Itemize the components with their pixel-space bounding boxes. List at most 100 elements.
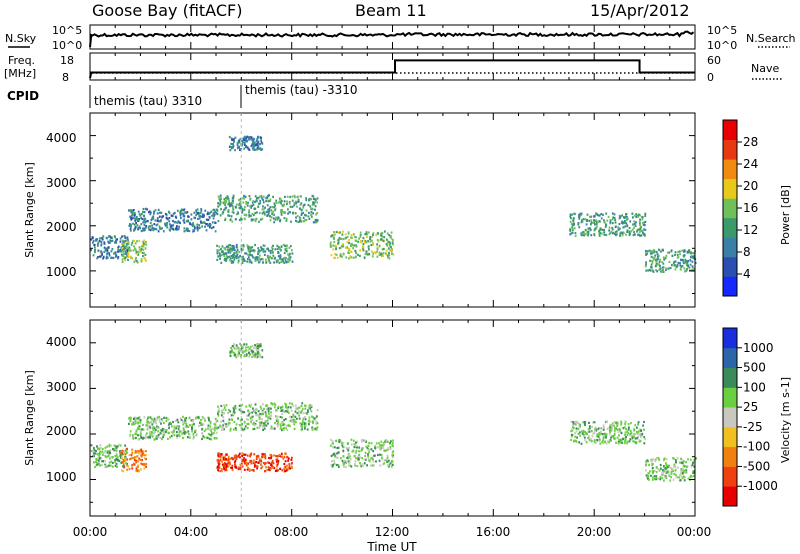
power-echo-cell bbox=[595, 226, 598, 229]
power-echo-cell bbox=[239, 254, 241, 257]
power-echo-cell bbox=[262, 258, 264, 261]
velocity-echo-cell bbox=[310, 410, 313, 413]
velocity-echo-cell bbox=[111, 461, 114, 464]
power-echo-cell bbox=[213, 209, 216, 212]
power-echo-cell bbox=[661, 261, 663, 264]
velocity-echo-cell bbox=[209, 433, 212, 437]
velocity-echo-cell bbox=[194, 430, 196, 434]
power-echo-cell bbox=[226, 256, 229, 259]
power-echo-cell bbox=[126, 248, 129, 251]
velocity-echo-cell bbox=[624, 423, 626, 426]
power-echo-cell bbox=[597, 214, 600, 217]
power-echo-cell bbox=[608, 233, 611, 236]
power-echo-cell bbox=[608, 229, 611, 232]
velocity-echo-cell bbox=[271, 461, 273, 464]
velocity-echo-cell bbox=[258, 414, 261, 417]
velocity-echo-cell bbox=[301, 425, 303, 428]
power-echo-cell bbox=[662, 270, 665, 273]
power-echo-cell bbox=[206, 223, 209, 226]
velocity-echo-cell bbox=[605, 420, 608, 423]
power-echo-cell bbox=[614, 219, 617, 222]
power-echo-cell bbox=[577, 223, 580, 226]
velocity-echo-cell bbox=[258, 426, 261, 429]
power-echo-cell bbox=[216, 252, 219, 255]
velocity-echo-cell bbox=[570, 420, 573, 423]
velocity-echo-cell bbox=[250, 468, 253, 472]
velocity-echo-cell bbox=[618, 427, 621, 431]
velocity-echo-cell bbox=[389, 462, 392, 465]
velocity-echo-cell bbox=[599, 427, 602, 430]
velocity-echo-cell bbox=[622, 427, 625, 430]
velocity-echo-cell bbox=[252, 350, 255, 353]
velocity-echo-cell bbox=[158, 415, 161, 418]
power-echo-cell bbox=[133, 223, 136, 226]
velocity-echo-cell bbox=[172, 420, 174, 424]
power-echo-cell bbox=[254, 148, 256, 151]
velocity-echo-cell bbox=[163, 430, 166, 433]
power-echo-cell bbox=[196, 208, 199, 211]
power-echo-cell bbox=[299, 203, 302, 206]
velocity-echo-cell bbox=[99, 464, 101, 467]
power-echo-cell bbox=[625, 222, 628, 225]
velocity-echo-cell bbox=[651, 459, 653, 462]
velocity-echo-cell bbox=[574, 435, 577, 438]
velocity-echo-cell bbox=[238, 452, 241, 455]
velocity-echo-cell bbox=[258, 417, 261, 420]
power-echo-cell bbox=[249, 249, 252, 252]
power-echo-cell bbox=[145, 207, 147, 211]
velocity-echo-cell bbox=[265, 404, 268, 407]
power-echo-cell bbox=[578, 213, 580, 216]
power-echo-cell bbox=[158, 225, 161, 228]
power-echo-cell bbox=[181, 208, 183, 211]
velocity-echo-cell bbox=[217, 455, 220, 458]
velocity-echo-cell bbox=[179, 417, 182, 420]
velocity-echo-cell bbox=[185, 431, 188, 434]
velocity-echo-cell bbox=[350, 438, 353, 441]
xtick-00: 00:00 bbox=[73, 525, 108, 539]
velocity-echo-cell bbox=[244, 458, 247, 461]
velocity-echo-cell bbox=[343, 465, 345, 468]
velocity-echo-cell bbox=[281, 409, 283, 412]
velocity-echo-cell bbox=[367, 453, 369, 456]
power-echo-cell bbox=[650, 251, 652, 254]
velocity-echo-cell bbox=[357, 457, 360, 460]
velocity-echo-cell bbox=[347, 449, 350, 452]
power-echo-cell bbox=[253, 207, 256, 210]
power-echo-cell bbox=[656, 255, 659, 258]
velocity-echo-cell bbox=[352, 449, 355, 452]
power-echo-cell bbox=[226, 195, 229, 198]
power-echo-cell bbox=[166, 223, 168, 226]
power-echo-cell bbox=[257, 252, 259, 256]
power-echo-cell bbox=[346, 246, 349, 249]
power-echo-cell bbox=[291, 195, 294, 198]
velocity-echo-cell bbox=[304, 404, 306, 407]
velocity-echo-cell bbox=[285, 424, 288, 427]
velocity-echo-cell bbox=[661, 473, 664, 476]
power-echo-cell bbox=[289, 211, 291, 214]
velocity-echo-cell bbox=[220, 453, 223, 456]
velocity-echo-cell bbox=[368, 442, 370, 445]
velocity-echo-cell bbox=[332, 453, 335, 456]
power-echo-cell bbox=[144, 228, 146, 231]
power-echo-cell bbox=[261, 208, 264, 211]
power-echo-cell bbox=[122, 250, 125, 253]
power-echo-cell bbox=[121, 247, 124, 250]
velocity-echo-cell bbox=[207, 427, 209, 430]
power-echo-cell bbox=[261, 217, 264, 220]
power-echo-cell bbox=[350, 244, 352, 248]
power-echo-cell bbox=[593, 221, 596, 224]
velocity-echo-cell bbox=[115, 449, 118, 452]
power-echo-cell bbox=[257, 205, 260, 208]
velocity-echo-cell bbox=[370, 442, 373, 445]
power-echo-layer bbox=[90, 135, 697, 273]
power-echo-cell bbox=[198, 217, 201, 220]
power-echo-cell bbox=[151, 217, 153, 220]
power-ytick-4000: 4000 bbox=[46, 131, 77, 145]
power-echo-cell bbox=[359, 235, 362, 238]
velocity-echo-cell bbox=[293, 427, 296, 430]
power-echo-cell bbox=[117, 249, 120, 252]
power-echo-cell bbox=[341, 233, 344, 236]
velocity-echo-cell bbox=[625, 428, 627, 431]
power-echo-cell bbox=[309, 205, 312, 208]
velocity-echo-cell bbox=[203, 429, 206, 433]
